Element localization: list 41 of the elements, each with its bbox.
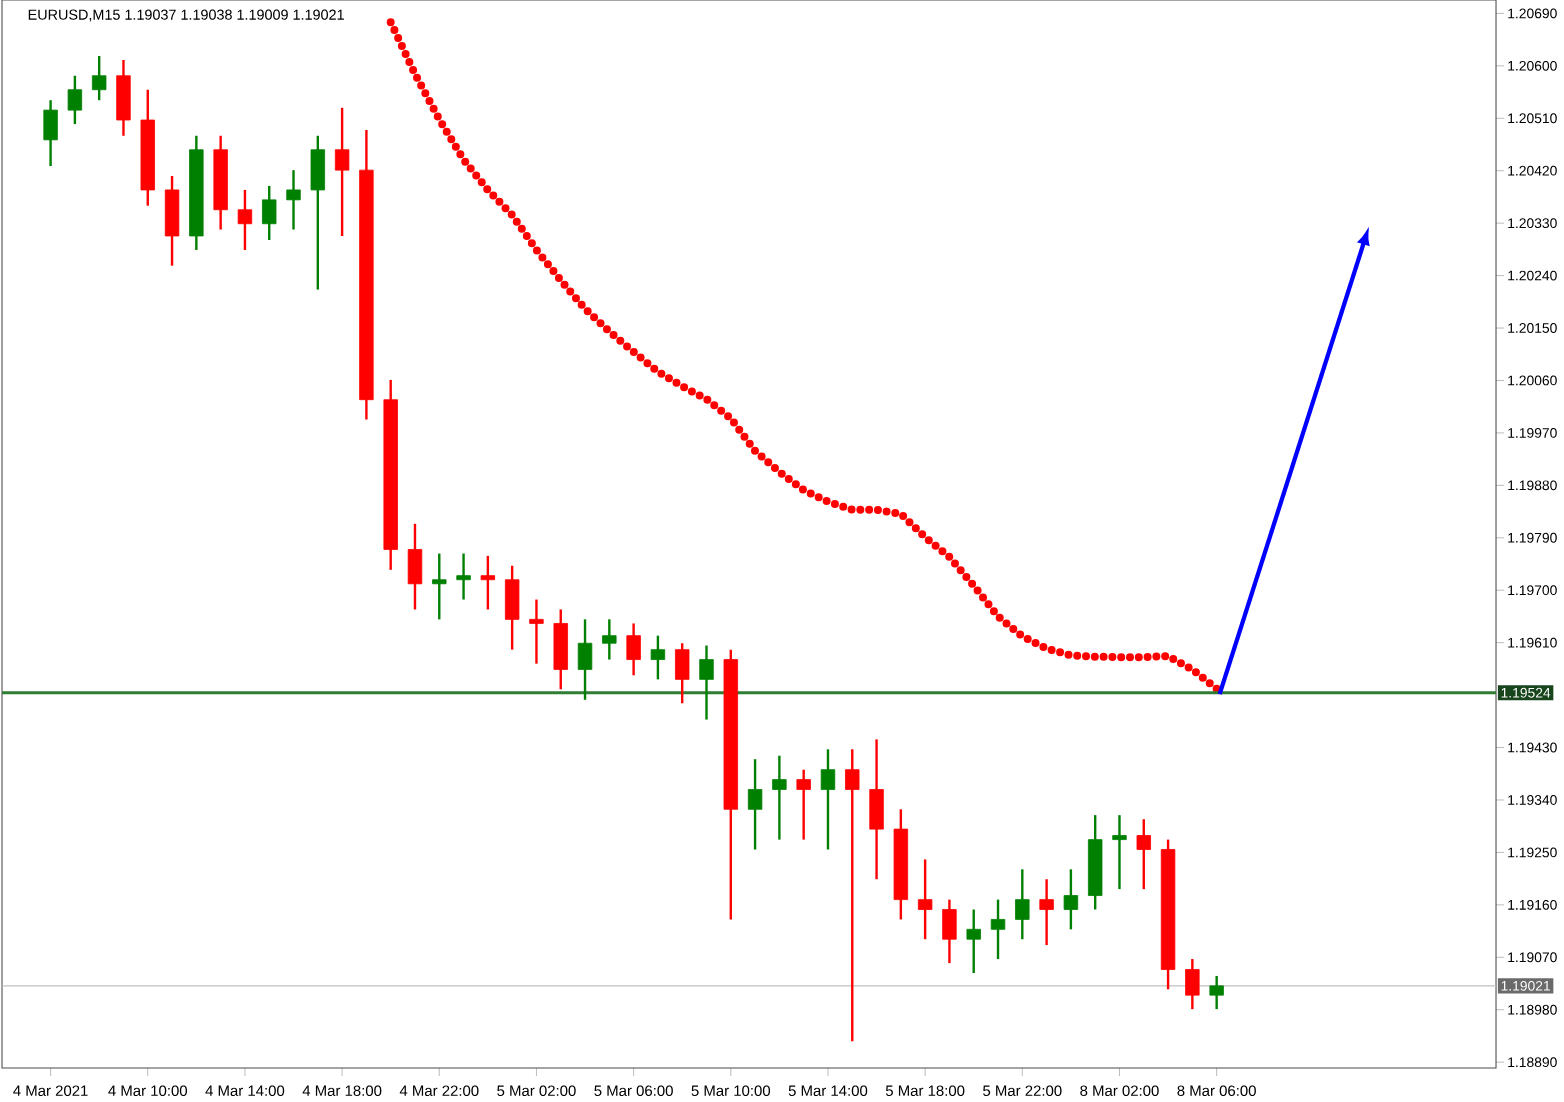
candlestick xyxy=(1063,868,1079,931)
candlestick xyxy=(1015,868,1030,941)
candlestick xyxy=(164,174,180,267)
candlestick xyxy=(1185,957,1200,1011)
candlestick xyxy=(869,738,884,881)
candlestick xyxy=(67,74,83,126)
candlestick xyxy=(626,622,641,677)
candlestick xyxy=(237,188,253,252)
candlestick xyxy=(845,748,860,1043)
candlestick xyxy=(990,898,1006,961)
candlestick xyxy=(1039,878,1054,947)
candlestick xyxy=(966,908,981,975)
candlestick xyxy=(699,644,714,721)
candlestick xyxy=(480,554,496,611)
candlestick xyxy=(577,618,593,701)
candlestick xyxy=(602,618,617,661)
candlestick xyxy=(334,106,350,238)
candlestick xyxy=(310,134,326,291)
candlestick xyxy=(456,552,471,601)
candlestick xyxy=(553,608,568,691)
candlestick xyxy=(675,642,690,705)
candlestick xyxy=(820,748,836,851)
candlestick xyxy=(747,757,763,851)
candlestick xyxy=(796,768,811,841)
candlestick xyxy=(407,522,423,611)
candlestick xyxy=(286,168,301,231)
candlestick xyxy=(942,898,957,965)
candlestick xyxy=(1209,974,1224,1011)
candlestick xyxy=(1136,818,1151,891)
candlestick xyxy=(772,754,787,841)
candlestick xyxy=(529,598,544,665)
candlestick xyxy=(650,634,666,681)
candlestick xyxy=(432,552,447,621)
candlestick xyxy=(917,858,933,941)
candlestick xyxy=(116,58,131,137)
candlestick xyxy=(262,184,277,242)
candlestick xyxy=(1112,813,1127,891)
candlestick xyxy=(91,54,107,102)
line-series xyxy=(386,18,1221,693)
candlestick xyxy=(504,564,520,651)
candlestick xyxy=(43,99,58,168)
